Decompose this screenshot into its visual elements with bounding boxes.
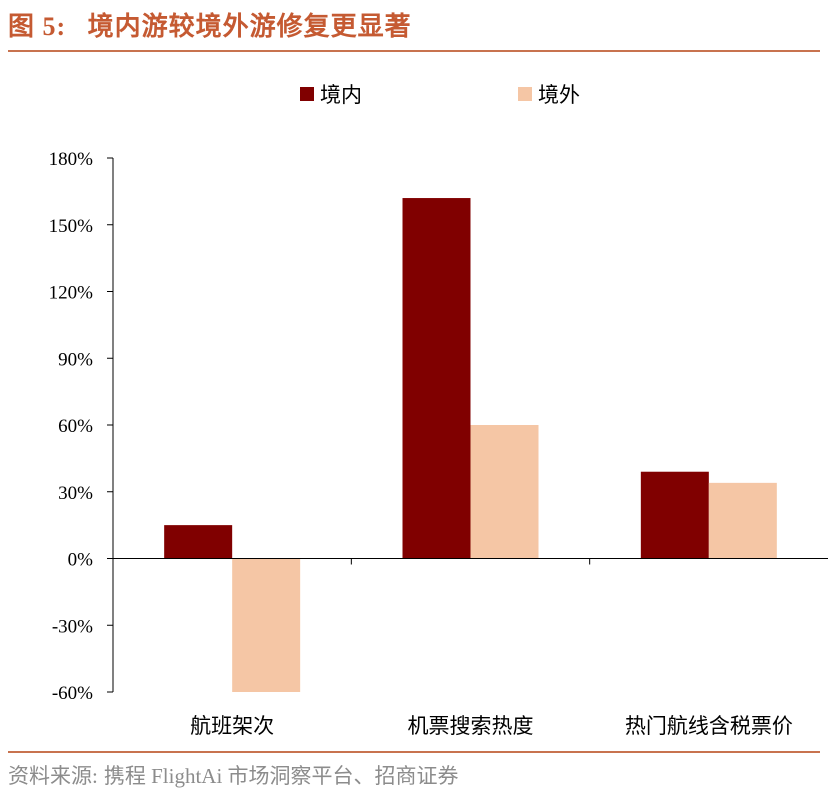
bar-outbound [232,558,301,692]
y-tick-label: 180% [49,149,94,170]
bar-domestic [402,198,471,559]
legend-swatch [300,87,314,101]
figure-title: 图 5: 境内游较境外游修复更显著 [8,6,412,43]
x-category-label: 航班架次 [190,714,274,738]
y-tick-label: -60% [52,683,93,704]
y-tick-label: -30% [52,616,93,637]
figure-title-text: 境内游较境外游修复更显著 [87,12,412,41]
source-label: 资料来源: [8,764,98,788]
source-text: 携程 FlightAi 市场洞察平台、招商证券 [103,764,459,788]
y-tick-label: 30% [58,483,93,504]
y-tick-label: 60% [58,416,93,437]
bar-outbound [470,425,539,559]
source-note: 资料来源: 携程 FlightAi 市场洞察平台、招商证券 [8,760,465,790]
bar-outbound [708,482,777,559]
y-tick-label: 150% [49,216,94,237]
chart-legend: 境内 境外 [300,83,580,107]
source-rule [8,751,820,753]
bar-domestic [164,525,233,559]
x-axis: 航班架次 机票搜索热度 热门航线含税票价 [113,558,828,738]
x-category-label: 热门航线含税票价 [625,714,793,738]
legend-label: 境外 [538,83,580,107]
x-category-label: 机票搜索热度 [408,714,534,738]
legend-swatch [518,87,532,101]
y-axis: -60% -30% 0% 30% 60% 90% 120% 150% 180% [49,149,114,704]
legend-label: 境内 [320,83,362,107]
figure-title-prefix: 图 5: [8,12,67,41]
y-tick-label: 120% [49,283,94,304]
title-rule [8,50,820,52]
y-tick-label: 90% [58,349,93,370]
y-tick-label: 0% [68,550,94,571]
bar-domestic [640,471,709,559]
bars [164,198,777,692]
